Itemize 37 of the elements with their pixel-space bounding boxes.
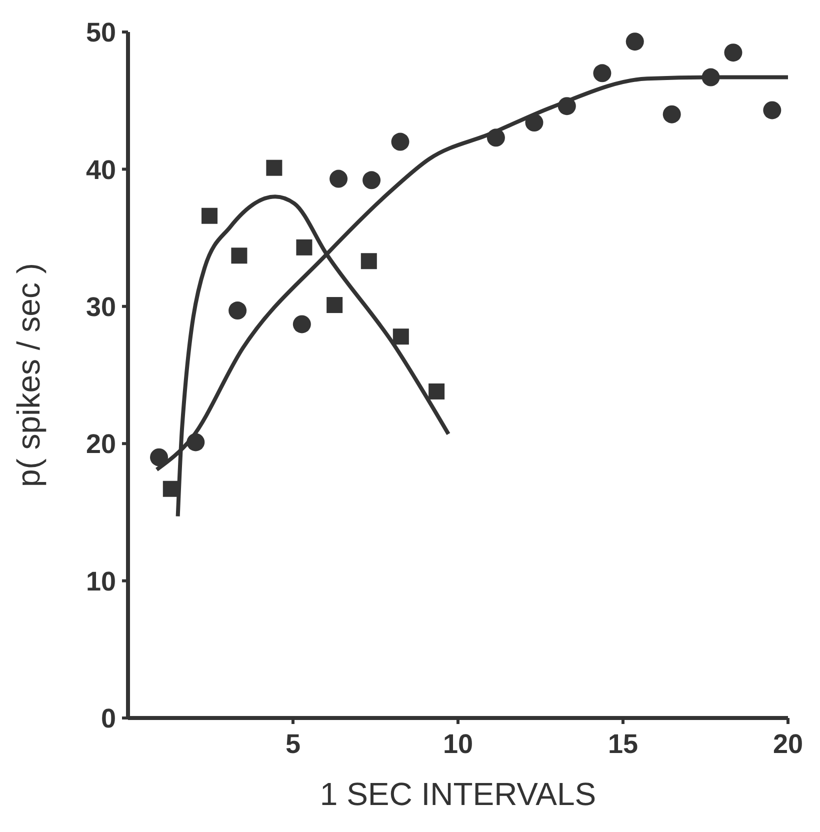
point [162,480,179,497]
point [392,328,409,345]
point [428,383,445,400]
x-axis-title: 1 SEC INTERVALS [320,776,596,812]
point [702,68,720,86]
x-tick-label: 10 [442,729,474,760]
point [558,97,576,116]
point [266,160,282,176]
x-tick-label: 20 [772,729,804,760]
y-tick-label: 50 [86,18,116,48]
point [724,44,742,62]
y-tick-label: 30 [86,292,116,322]
point [326,297,343,314]
point [391,132,410,151]
point [525,114,544,132]
point [486,128,505,147]
point [231,248,248,264]
point [360,253,377,270]
point [362,171,381,190]
x-tick-label: 5 [285,729,301,760]
point [228,302,247,320]
point [763,101,782,120]
y-axis-title: p( spikes / sec ) [10,262,46,488]
point [662,105,681,124]
y-tick-label: 10 [86,566,116,596]
y-tick-label: 40 [86,154,116,185]
point [330,170,348,188]
point [296,239,312,256]
point [150,448,168,466]
point [186,433,205,452]
y-tick-label: 0 [100,704,116,734]
y-tick-label: 20 [86,429,116,460]
point [292,315,311,334]
x-tick-label: 15 [608,729,638,760]
point [202,208,218,224]
point [593,64,612,82]
point [626,32,644,51]
